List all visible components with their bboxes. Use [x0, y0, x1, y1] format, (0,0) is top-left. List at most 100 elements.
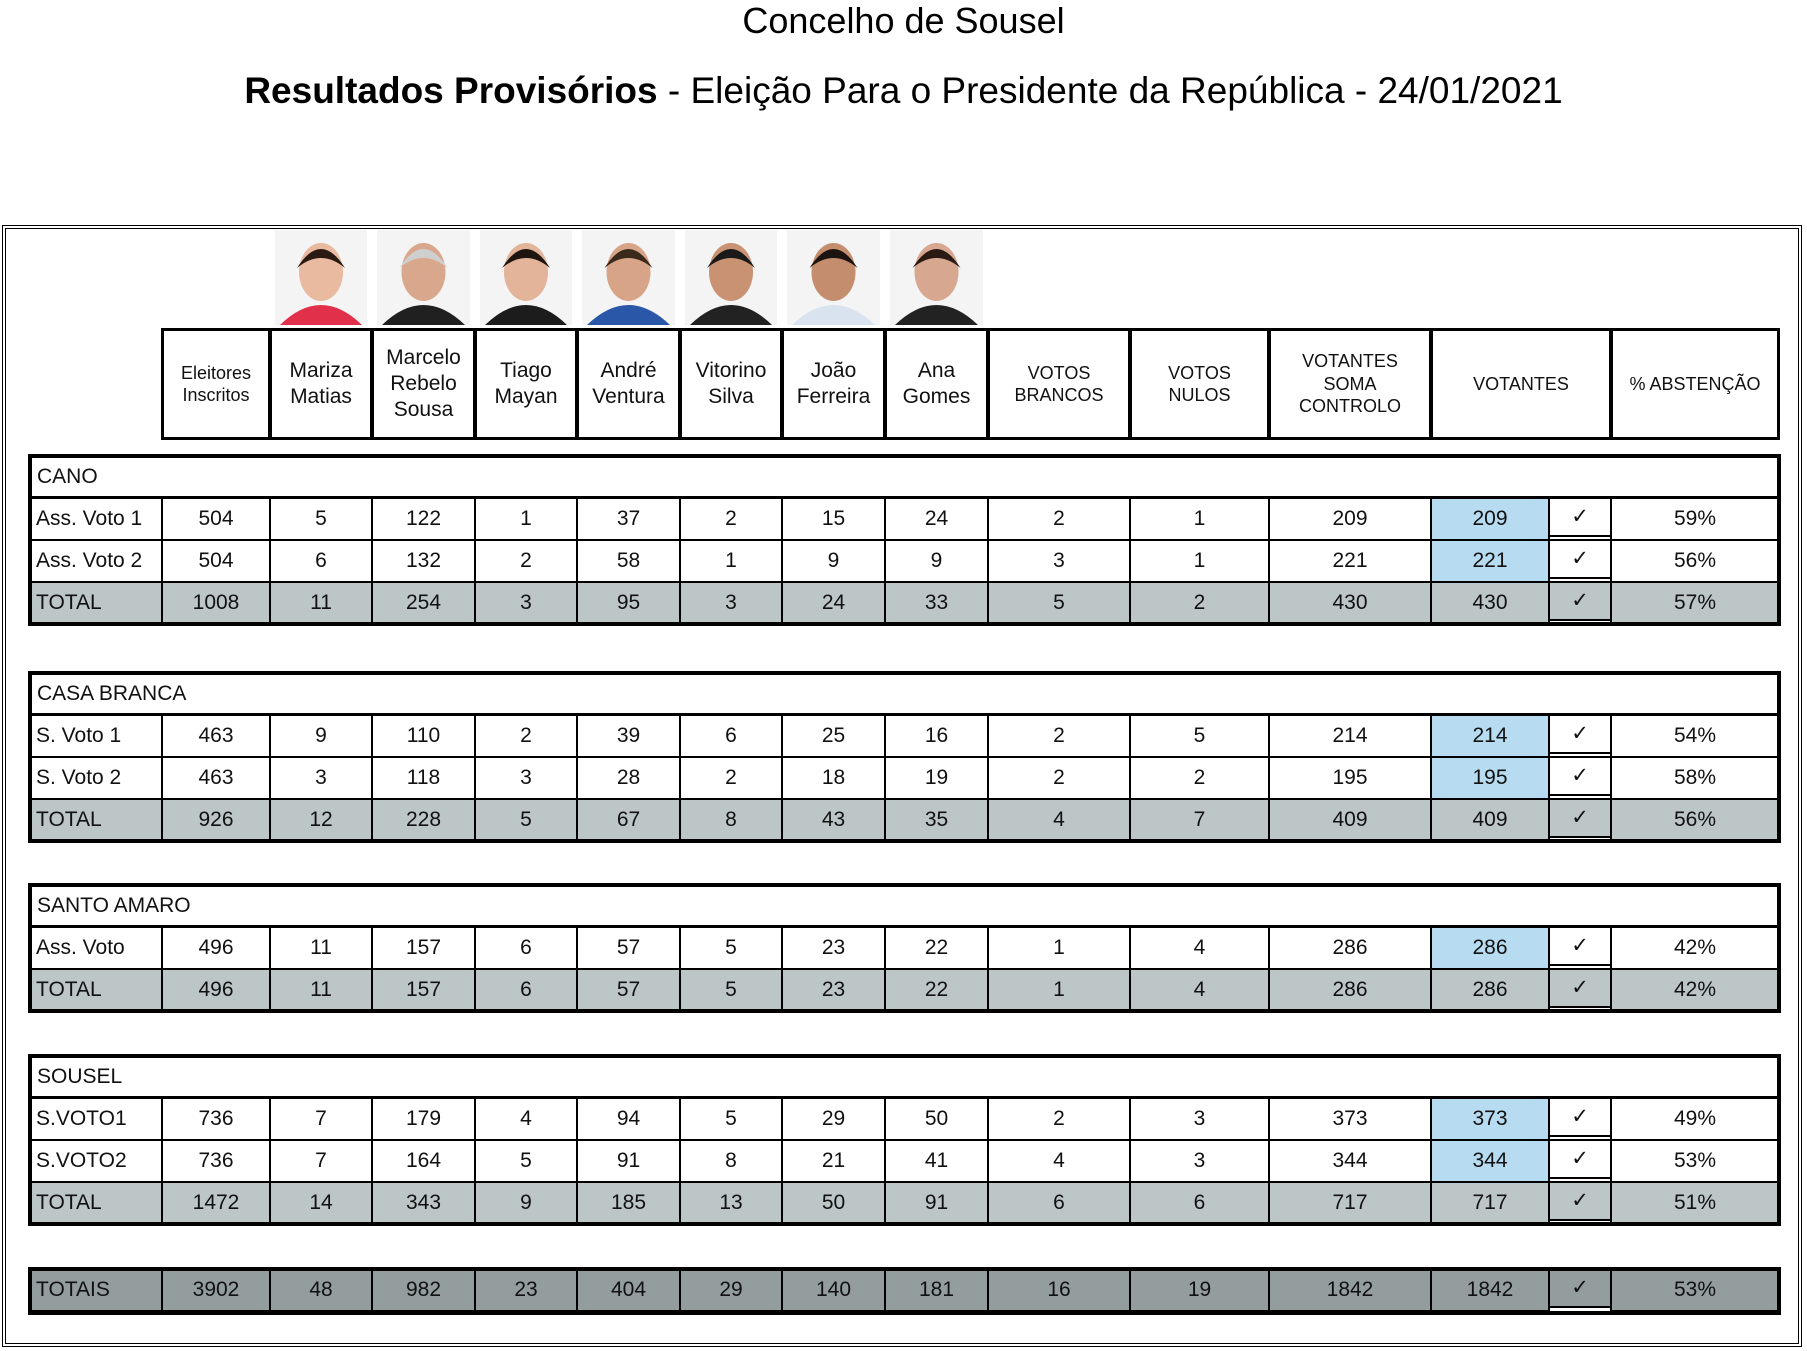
cell: 6 [269, 539, 373, 583]
cell: 2 [474, 539, 578, 583]
column-header: Marcelo Rebelo Sousa [371, 328, 476, 440]
cell: 214 [1268, 714, 1432, 758]
cell: 195 [1268, 756, 1432, 800]
header-line: Tiago [500, 358, 552, 382]
cell: 5 [679, 1097, 783, 1141]
cell: 344 [1268, 1139, 1432, 1183]
header-line: % ABSTENÇÃO [1629, 373, 1761, 394]
cell: 24 [884, 497, 989, 541]
cell: 57 [576, 926, 681, 970]
cell: 209 [1430, 497, 1550, 541]
cell: 29 [781, 1097, 886, 1141]
cell: 11 [269, 581, 373, 625]
cell: 3 [474, 581, 578, 625]
cell: 59% [1610, 497, 1780, 541]
cell: 286 [1430, 968, 1550, 1012]
row-label: Ass. Voto [29, 926, 163, 970]
cell: 717 [1268, 1181, 1432, 1225]
cell: 9 [884, 539, 989, 583]
cell: 42% [1610, 926, 1780, 970]
cell: 24 [781, 581, 886, 625]
cell: 94 [576, 1097, 681, 1141]
cell: 717 [1430, 1181, 1550, 1225]
cell: 4 [1129, 926, 1270, 970]
cell: 14 [269, 1181, 373, 1225]
cell: 3 [269, 756, 373, 800]
cell: 16 [884, 714, 989, 758]
header-line: CONTROLO [1298, 396, 1401, 417]
candidate-photo [890, 230, 983, 325]
cell: 1 [1129, 497, 1270, 541]
cell: 1 [1129, 539, 1270, 583]
cell: 39 [576, 714, 681, 758]
header-line: BRANCOS [1014, 385, 1104, 405]
cell: 2 [987, 714, 1131, 758]
cell: 51% [1610, 1181, 1780, 1225]
cell: 3 [987, 539, 1131, 583]
cell: 49% [1610, 1097, 1780, 1141]
cell: 409 [1268, 798, 1432, 842]
cell: 504 [161, 497, 271, 541]
cell: 504 [161, 539, 271, 583]
cell: 57 [576, 968, 681, 1012]
check-mark: ✓ [1548, 968, 1612, 1008]
frame [2, 225, 1802, 1347]
cell: 110 [371, 714, 476, 758]
subtitle-rest: - Eleição Para o Presidente da República… [667, 70, 1563, 111]
header-line: VOTOS [1168, 362, 1231, 383]
cell: 7 [269, 1139, 373, 1183]
cell: 5 [679, 926, 783, 970]
cell: 42% [1610, 968, 1780, 1012]
cell: 140 [781, 1268, 886, 1312]
cell: 463 [161, 756, 271, 800]
header-line: Ventura [592, 385, 665, 408]
cell: 48 [269, 1268, 373, 1312]
cell: 132 [371, 539, 476, 583]
check-mark: ✓ [1548, 539, 1612, 579]
candidate-photo [787, 230, 880, 325]
cell: 6 [987, 1181, 1131, 1225]
cell: 54% [1610, 714, 1780, 758]
cell: 9 [474, 1181, 578, 1225]
cell: 195 [1430, 756, 1550, 800]
cell: 3 [1129, 1097, 1270, 1141]
cell: 5 [474, 798, 578, 842]
cell: 91 [576, 1139, 681, 1183]
cell: 221 [1268, 539, 1432, 583]
cell: 37 [576, 497, 681, 541]
cell: 736 [161, 1139, 271, 1183]
header-line: SOMA [1323, 373, 1377, 394]
check-mark: ✓ [1548, 1097, 1612, 1137]
cell: 8 [679, 1139, 783, 1183]
cell: 4 [1129, 968, 1270, 1012]
cell: 50 [781, 1181, 886, 1225]
check-mark: ✓ [1548, 581, 1612, 621]
cell: 7 [1129, 798, 1270, 842]
header-line: Inscritos [182, 385, 250, 405]
column-header: VOTANTES [1430, 328, 1612, 440]
cell: 18 [781, 756, 886, 800]
cell: 286 [1268, 968, 1432, 1012]
header-line: Mayan [494, 385, 558, 408]
cell: 2 [987, 497, 1131, 541]
subtitle-bold: Resultados Provisórios [244, 70, 658, 111]
cell: 3 [474, 756, 578, 800]
cell: 35 [884, 798, 989, 842]
row-label: S.VOTO1 [29, 1097, 163, 1141]
cell: 496 [161, 968, 271, 1012]
column-header: Mariza Matias [269, 328, 373, 440]
cell: 56% [1610, 798, 1780, 842]
subtitle: Resultados Provisórios - Eleição Para o … [0, 70, 1807, 112]
column-header: % ABSTENÇÃO [1610, 328, 1780, 440]
cell: 2 [474, 714, 578, 758]
cell: 286 [1268, 926, 1432, 970]
cell: 430 [1268, 581, 1432, 625]
cell: 5 [987, 581, 1131, 625]
cell: 91 [884, 1181, 989, 1225]
column-header: Eleitores Inscritos [161, 328, 271, 440]
cell: 2 [679, 756, 783, 800]
cell: 58 [576, 539, 681, 583]
header-line: VOTANTES [1473, 373, 1569, 394]
cell: 12 [269, 798, 373, 842]
